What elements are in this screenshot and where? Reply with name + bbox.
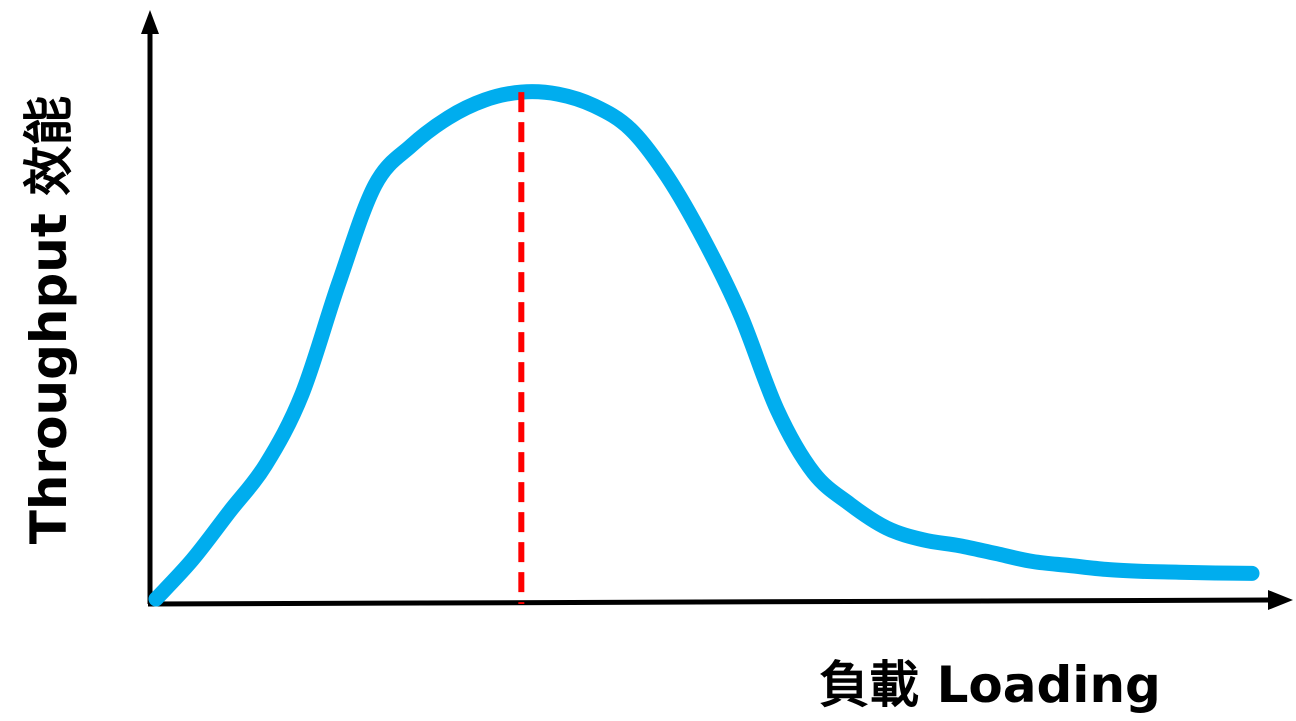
y-axis-arrowhead xyxy=(141,10,159,34)
series-group xyxy=(148,84,1260,607)
x-axis-line xyxy=(147,597,1271,607)
series-line-0 xyxy=(148,84,1260,607)
x-axis-label: 負載 Loading xyxy=(819,656,1161,714)
y-axis-label: Throughput 效能 xyxy=(20,96,78,544)
x-axis-arrowhead xyxy=(1268,590,1293,610)
